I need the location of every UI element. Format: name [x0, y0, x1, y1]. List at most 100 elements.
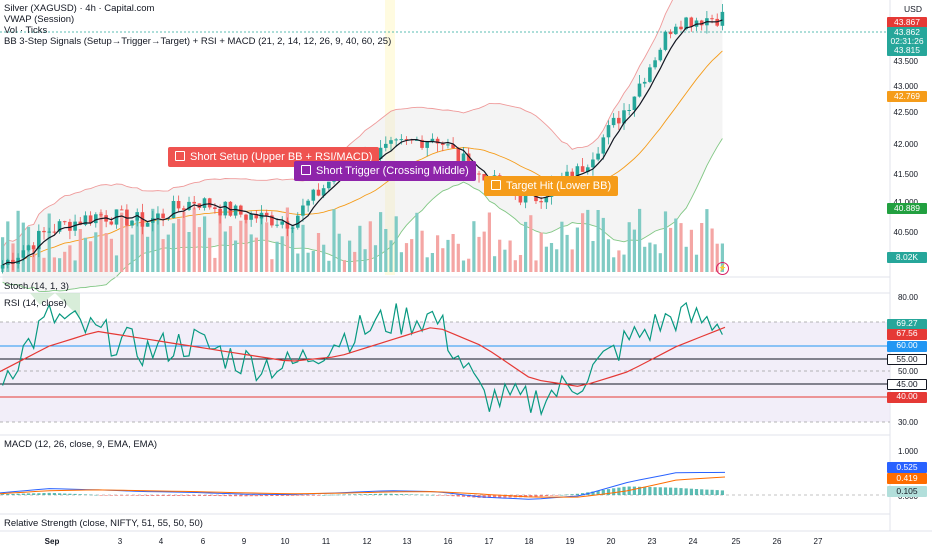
volume-bar: [187, 232, 191, 272]
volume-bar: [208, 237, 212, 272]
volume-bar: [156, 213, 160, 272]
rsi-tag: 40.00: [887, 392, 927, 403]
macd-histogram-bar: [487, 495, 491, 498]
macd-legend[interactable]: MACD (12, 26, close, 9, EMA, EMA): [4, 439, 158, 450]
volume-bar: [316, 233, 321, 272]
macd-histogram-bar: [63, 493, 67, 495]
signal-icon: [301, 165, 311, 175]
volume-bar: [524, 221, 528, 272]
macd-tick-label: 1.000: [897, 447, 918, 456]
macd-histogram-bar: [591, 491, 595, 495]
macd-histogram-bar: [182, 495, 186, 496]
rsi-tag: 45.00: [887, 379, 927, 390]
candle-body: [130, 220, 134, 226]
candle-body: [233, 205, 238, 216]
volume-bar: [705, 209, 709, 272]
candle-body: [254, 214, 259, 219]
macd-histogram-bar: [218, 495, 222, 497]
candle-body: [596, 153, 600, 160]
lightning-icon[interactable]: ⚡: [716, 262, 729, 275]
macd-histogram-bar: [394, 494, 398, 495]
rsi-tag: 67.56: [887, 329, 927, 340]
candle-body: [42, 230, 46, 233]
macd-histogram-bar: [529, 495, 533, 498]
macd-histogram-bar: [73, 493, 77, 495]
candle-body: [301, 205, 305, 216]
macd-histogram-bar: [203, 495, 207, 496]
macd-histogram-bar: [663, 487, 668, 495]
symbol-title[interactable]: Silver (XAGUSD) · 4h · Capital.com: [4, 3, 155, 14]
candle-body: [435, 138, 440, 144]
candle-body: [451, 144, 455, 149]
macd-histogram-bar: [596, 490, 600, 495]
volume-legend[interactable]: Vol · Ticks: [4, 25, 48, 36]
time-tick-label: 13: [402, 537, 412, 546]
volume-bar: [228, 226, 233, 272]
candle-body: [622, 110, 626, 124]
candle-body: [296, 215, 300, 228]
candle-body: [658, 49, 663, 61]
volume-bar: [94, 232, 98, 272]
vwap-legend[interactable]: VWAP (Session): [4, 14, 75, 25]
macd-histogram-bar: [114, 495, 119, 496]
candle-body: [88, 215, 93, 224]
candle-body: [544, 196, 549, 203]
macd-histogram-bar: [669, 487, 673, 495]
volume-bar: [140, 224, 144, 272]
candle-body: [161, 213, 165, 219]
volume-bar: [203, 216, 207, 272]
macd-histogram-bar: [493, 495, 497, 498]
macd-histogram-bar: [296, 495, 300, 496]
macd-histogram-bar: [679, 488, 683, 495]
candle-body: [21, 250, 26, 258]
candle-body: [270, 215, 274, 226]
volume-bar: [715, 243, 719, 272]
volume-bar: [606, 239, 611, 272]
volume-bar: [565, 234, 569, 272]
candle-body: [523, 192, 528, 203]
macd-histogram-bar: [342, 494, 346, 496]
rsi-legend[interactable]: RSI (14, close): [4, 298, 67, 309]
rsi-tick-label: 80.00: [897, 293, 918, 302]
candle-body: [699, 20, 704, 26]
macd-histogram-bar: [11, 493, 15, 495]
volume-bar: [684, 246, 688, 272]
macd-histogram-bar: [332, 494, 336, 496]
macd-histogram-bar: [373, 493, 378, 495]
price-tick-label: 42.500: [893, 108, 918, 117]
candle-body: [601, 137, 606, 154]
rsi-tag: 60.00: [887, 341, 927, 352]
macd-histogram-bar: [104, 495, 108, 496]
macd-histogram-bar: [21, 493, 25, 495]
bb-signals-legend[interactable]: BB 3-Step Signals (Setup→Trigger→Target)…: [4, 36, 392, 47]
time-tick-label: Sep: [44, 537, 60, 546]
macd-lines: [0, 471, 726, 500]
currency-label[interactable]: USD: [904, 4, 922, 14]
volume-bar: [197, 227, 201, 272]
candle-body: [156, 213, 160, 219]
volume-bar: [368, 221, 372, 272]
macd-histogram-bar: [223, 495, 227, 497]
macd-histogram-bar: [720, 490, 724, 495]
price-tag: 43.815: [887, 45, 927, 56]
price-tick-label: 40.500: [893, 228, 918, 237]
candle-body: [311, 189, 316, 201]
candle-body: [316, 189, 321, 196]
volume-bar: [58, 258, 62, 272]
candle-body: [171, 201, 176, 218]
candle-body: [632, 96, 637, 110]
volume-bar: [166, 234, 170, 272]
candle-body: [720, 11, 725, 26]
macd-histogram-bar: [301, 495, 305, 496]
macd-histogram-bar: [239, 495, 243, 497]
macd-histogram-bar: [285, 495, 289, 496]
volume-bar: [632, 229, 636, 272]
volume-bar: [63, 251, 67, 272]
volume-bar: [669, 227, 673, 272]
candle-body: [611, 117, 616, 126]
price-tick-label: 41.500: [893, 170, 918, 179]
relative-strength-legend[interactable]: Relative Strength (close, NIFTY, 51, 55,…: [4, 518, 203, 529]
macd-histogram-bar: [26, 493, 31, 495]
stoch-legend[interactable]: Stoch (14, 1, 3): [4, 281, 69, 292]
